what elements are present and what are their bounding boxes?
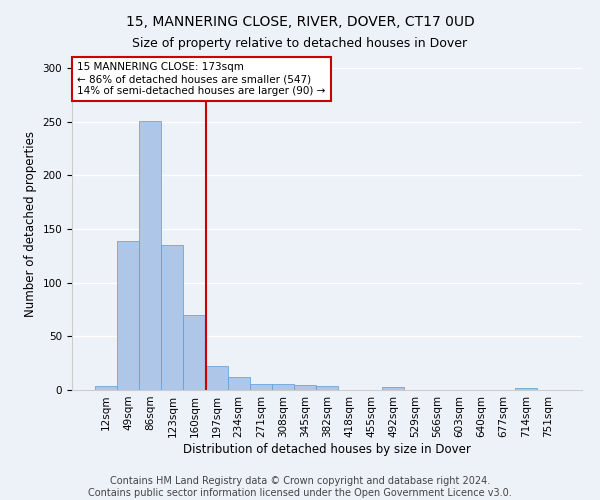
Bar bbox=[95, 386, 117, 390]
Bar bbox=[250, 384, 272, 390]
Bar bbox=[184, 315, 206, 390]
X-axis label: Distribution of detached houses by size in Dover: Distribution of detached houses by size … bbox=[183, 442, 471, 456]
Bar bbox=[515, 388, 537, 390]
Bar bbox=[227, 377, 250, 390]
Bar bbox=[272, 384, 294, 390]
Bar bbox=[206, 366, 227, 390]
Bar bbox=[294, 384, 316, 390]
Y-axis label: Number of detached properties: Number of detached properties bbox=[24, 130, 37, 317]
Text: Contains HM Land Registry data © Crown copyright and database right 2024.
Contai: Contains HM Land Registry data © Crown c… bbox=[88, 476, 512, 498]
Text: 15, MANNERING CLOSE, RIVER, DOVER, CT17 0UD: 15, MANNERING CLOSE, RIVER, DOVER, CT17 … bbox=[125, 15, 475, 29]
Bar bbox=[316, 386, 338, 390]
Text: Size of property relative to detached houses in Dover: Size of property relative to detached ho… bbox=[133, 38, 467, 51]
Text: 15 MANNERING CLOSE: 173sqm
← 86% of detached houses are smaller (547)
14% of sem: 15 MANNERING CLOSE: 173sqm ← 86% of deta… bbox=[77, 62, 325, 96]
Bar bbox=[382, 387, 404, 390]
Bar bbox=[117, 241, 139, 390]
Bar bbox=[161, 245, 184, 390]
Bar bbox=[139, 121, 161, 390]
